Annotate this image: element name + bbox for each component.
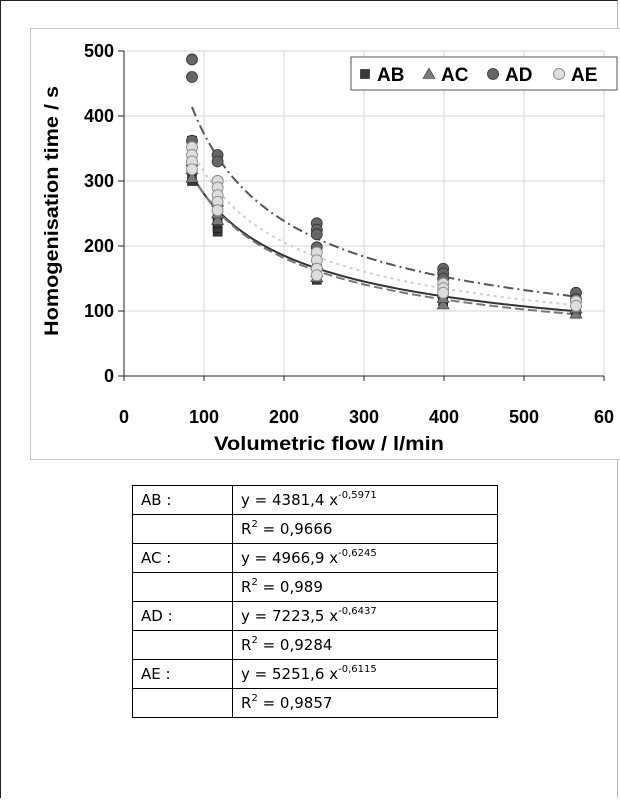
legend-marker-ab bbox=[360, 69, 370, 79]
empty-cell bbox=[132, 514, 233, 544]
equation-cell: y = 7223,5 x-0,6437 bbox=[232, 601, 498, 631]
legend: AB AC AD AE bbox=[350, 56, 618, 91]
data-point-ae bbox=[437, 286, 450, 299]
data-point-ad bbox=[211, 155, 224, 168]
r-squared-value: = 0,989 bbox=[257, 578, 323, 596]
data-point-ad bbox=[310, 228, 323, 241]
r-squared-value: = 0,9666 bbox=[257, 520, 333, 538]
r-squared-cell: R2 = 0,9666 bbox=[232, 514, 498, 544]
equation-exponent: -0,6437 bbox=[338, 606, 377, 617]
legend-marker-ac bbox=[422, 67, 436, 79]
empty-cell bbox=[132, 630, 233, 660]
regression-table-body: AB :y = 4381,4 x-0,5971 R2 = 0,9666 AC :y … bbox=[132, 485, 498, 718]
legend-box bbox=[350, 56, 618, 91]
chart-panel: 0 100 200 300 400 500 0 100 200 300 400 500 60 Volum… bbox=[30, 28, 620, 460]
x-tick-label: 100 bbox=[189, 407, 219, 427]
y-axis-title: Homogenisation time / s bbox=[42, 86, 63, 336]
equation-exponent: -0,6115 bbox=[338, 664, 377, 675]
r-symbol: R bbox=[241, 636, 252, 654]
legend-label-ab: AB bbox=[377, 65, 404, 86]
tick-labels: 0 100 200 300 400 500 0 100 200 300 400 500 60 bbox=[84, 41, 614, 427]
trend-line-ae bbox=[191, 149, 579, 307]
r-symbol: R bbox=[241, 694, 252, 712]
equation-cell: y = 5251,6 x-0,6115 bbox=[232, 659, 498, 689]
x-tick-label: 0 bbox=[119, 407, 129, 427]
legend-marker-ae bbox=[553, 68, 565, 80]
data-point-ae bbox=[211, 204, 224, 217]
data-point-ac bbox=[211, 213, 225, 225]
r-squared-value: = 0,9284 bbox=[257, 636, 333, 654]
y-tick-label: 400 bbox=[84, 106, 114, 126]
equation-exponent: -0,5971 bbox=[338, 490, 377, 501]
y-tick-label: 200 bbox=[84, 236, 114, 256]
x-tick-label: 500 bbox=[509, 407, 539, 427]
empty-cell bbox=[132, 572, 233, 602]
grid-lines bbox=[124, 50, 605, 376]
equation-base: y = 7223,5 x bbox=[241, 607, 339, 625]
equation-row: AC :y = 4966,9 x-0,6245 bbox=[132, 543, 498, 573]
empty-cell bbox=[132, 688, 233, 718]
x-tick-label: 200 bbox=[269, 407, 299, 427]
r-squared-cell: R2 = 0,9284 bbox=[232, 630, 498, 660]
r-exponent: 2 bbox=[251, 577, 258, 588]
trend-lines bbox=[191, 106, 579, 316]
axes bbox=[118, 50, 605, 381]
r-squared-row: R2 = 0,9857 bbox=[132, 688, 498, 718]
data-point-ac bbox=[185, 171, 199, 183]
r-squared-row: R2 = 0,9284 bbox=[132, 630, 498, 660]
x-tick-label: 400 bbox=[429, 407, 459, 427]
series-label: AD : bbox=[132, 601, 233, 631]
r-symbol: R bbox=[241, 520, 252, 538]
equation-cell: y = 4381,4 x-0,5971 bbox=[232, 485, 498, 515]
equation-base: y = 4966,9 x bbox=[241, 549, 339, 567]
r-squared-cell: R2 = 0,9857 bbox=[232, 688, 498, 718]
series-label: AE : bbox=[132, 659, 233, 689]
r-symbol: R bbox=[241, 578, 252, 596]
data-point-ac bbox=[436, 297, 450, 310]
trend-line-ab bbox=[191, 174, 579, 313]
trend-line-ad bbox=[191, 106, 579, 298]
y-tick-label: 300 bbox=[84, 171, 114, 191]
data-point-ae bbox=[310, 269, 323, 282]
equation-row: AE :y = 5251,6 x-0,6115 bbox=[132, 659, 498, 689]
r-squared-row: R2 = 0,9666 bbox=[132, 514, 498, 544]
equation-base: y = 5251,6 x bbox=[241, 665, 339, 683]
r-squared-cell: R2 = 0,989 bbox=[232, 572, 498, 602]
data-point-ad bbox=[186, 71, 198, 83]
equation-exponent: -0,6245 bbox=[338, 548, 377, 559]
legend-label-ae: AE bbox=[571, 65, 597, 86]
y-tick-label: 500 bbox=[84, 41, 114, 61]
data-point-ad bbox=[186, 53, 198, 66]
y-tick-label: 100 bbox=[84, 301, 114, 321]
series-label: AB : bbox=[132, 485, 233, 515]
legend-label-ac: AC bbox=[441, 65, 469, 86]
x-tick-label: 60 bbox=[594, 407, 614, 427]
y-tick-label: 0 bbox=[104, 366, 114, 386]
trend-line-ac bbox=[191, 174, 579, 316]
equation-row: AD :y = 7223,5 x-0,6437 bbox=[132, 601, 498, 631]
data-point-ae bbox=[186, 163, 198, 176]
x-tick-label: 300 bbox=[349, 407, 379, 427]
x-axis-title: Volumetric flow / l/min bbox=[214, 434, 444, 455]
r-exponent: 2 bbox=[251, 635, 258, 646]
equation-base: y = 4381,4 x bbox=[241, 491, 339, 509]
series-label: AC : bbox=[132, 543, 233, 573]
scatter-chart: 0 100 200 300 400 500 0 100 200 300 400 500 60 Volum… bbox=[42, 41, 618, 455]
legend-label-ad: AD bbox=[505, 65, 532, 86]
r-squared-value: = 0,9857 bbox=[257, 694, 333, 712]
data-points bbox=[185, 53, 583, 319]
regression-table: AB :y = 4381,4 x-0,5971 R2 = 0,9666 AC :y … bbox=[132, 485, 498, 718]
equation-row: AB :y = 4381,4 x-0,5971 bbox=[132, 485, 498, 515]
r-exponent: 2 bbox=[251, 519, 258, 530]
equation-cell: y = 4966,9 x-0,6245 bbox=[232, 543, 498, 573]
r-squared-row: R2 = 0,989 bbox=[132, 572, 498, 602]
r-exponent: 2 bbox=[251, 693, 258, 704]
legend-marker-ad bbox=[487, 68, 499, 80]
data-point-ae bbox=[570, 299, 582, 312]
